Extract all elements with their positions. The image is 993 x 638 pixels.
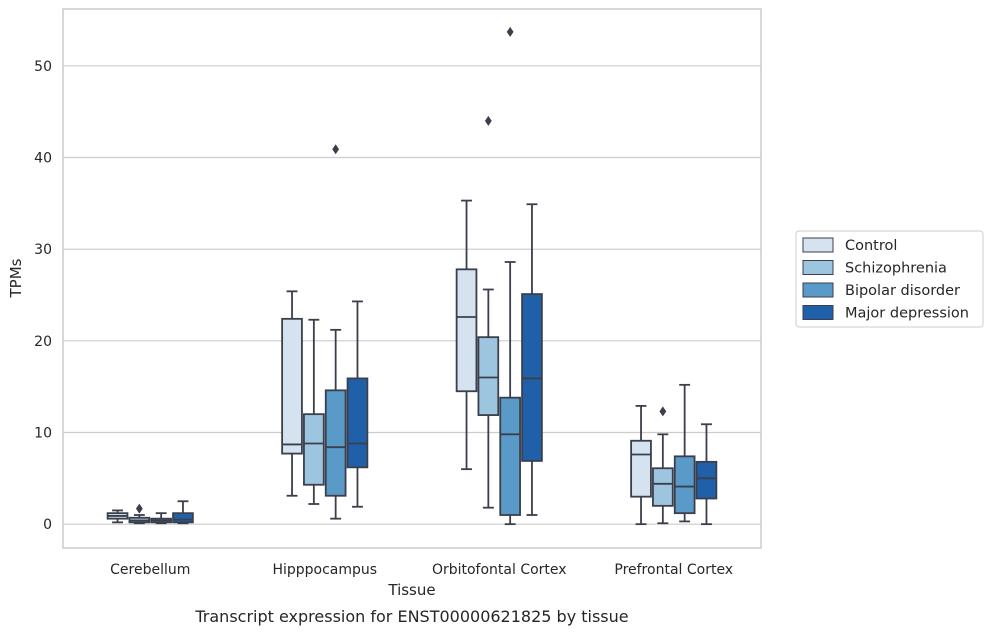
box-group	[521, 203, 543, 516]
chart-caption: Transcript expression for ENST0000062182…	[194, 607, 628, 626]
box-group	[172, 500, 194, 525]
box-iqr	[477, 336, 500, 416]
y-tick-label: 50	[34, 59, 52, 75]
box-iqr	[303, 413, 325, 486]
y-tick-label: 0	[43, 517, 52, 533]
plot-background	[63, 9, 761, 548]
box-group	[303, 318, 325, 505]
legend-swatch	[802, 282, 834, 298]
legend-label: Schizophrenia	[845, 261, 947, 277]
legend-label: Bipolar disorder	[845, 283, 960, 299]
box-iqr	[324, 389, 347, 497]
y-tick-label: 40	[34, 151, 52, 167]
box-group	[652, 406, 674, 525]
y-tick-labels: 0 10 20 30 40 50	[34, 59, 52, 533]
outlier-point	[135, 503, 143, 514]
box-iqr	[455, 268, 478, 393]
box-group	[477, 115, 500, 509]
legend-label: Control	[845, 238, 897, 254]
box-iqr	[281, 317, 303, 455]
box-group	[106, 509, 129, 524]
box-group	[346, 300, 369, 508]
box-iqr	[521, 293, 543, 462]
x-tick-label: Hipppocampus	[272, 562, 377, 578]
box-group	[673, 383, 696, 523]
box-iqr	[630, 439, 652, 498]
box-group	[695, 423, 718, 526]
legend-label: Major depression	[845, 306, 969, 322]
box-group	[281, 290, 303, 497]
box-iqr	[499, 396, 521, 516]
x-tick-label: Orbitofontal Cortex	[432, 562, 567, 578]
legend-swatch	[802, 260, 834, 275]
legend: Control Schizophrenia Bipolar disorder Majo…	[795, 230, 984, 328]
y-tick-label: 10	[34, 426, 52, 442]
box-iqr	[695, 460, 718, 500]
outlier-point	[659, 406, 667, 417]
plot-frame	[62, 8, 762, 549]
box-group	[324, 144, 347, 520]
box-group	[455, 199, 478, 471]
y-tick-label: 30	[34, 242, 52, 258]
legend-swatch	[802, 237, 834, 253]
box-group	[128, 503, 151, 525]
outlier-point	[332, 144, 340, 155]
legend-swatch	[802, 305, 834, 320]
legend-items: Control Schizophrenia Bipolar disorder Majo…	[802, 237, 969, 322]
legend-frame	[795, 230, 984, 328]
box-group	[630, 405, 652, 526]
box-iqr	[673, 455, 696, 515]
y-axis-label: TPMs	[7, 258, 25, 298]
x-axis-label: Tissue	[387, 581, 435, 599]
box-iqr	[172, 512, 194, 524]
y-tick-label: 20	[34, 334, 52, 350]
x-tick-labels: Cerebellum Hipppocampus Orbitofontal Corte…	[110, 562, 733, 578]
box-iqr	[652, 467, 674, 507]
box-iqr	[346, 377, 369, 469]
x-tick-label: Cerebellum	[110, 562, 190, 578]
box-group	[150, 512, 172, 525]
outlier-point	[506, 26, 514, 37]
box-group	[499, 26, 521, 526]
x-tick-label: Prefrontal Cortex	[614, 562, 733, 578]
boxplot-series	[106, 26, 718, 526]
outlier-point	[484, 115, 492, 126]
